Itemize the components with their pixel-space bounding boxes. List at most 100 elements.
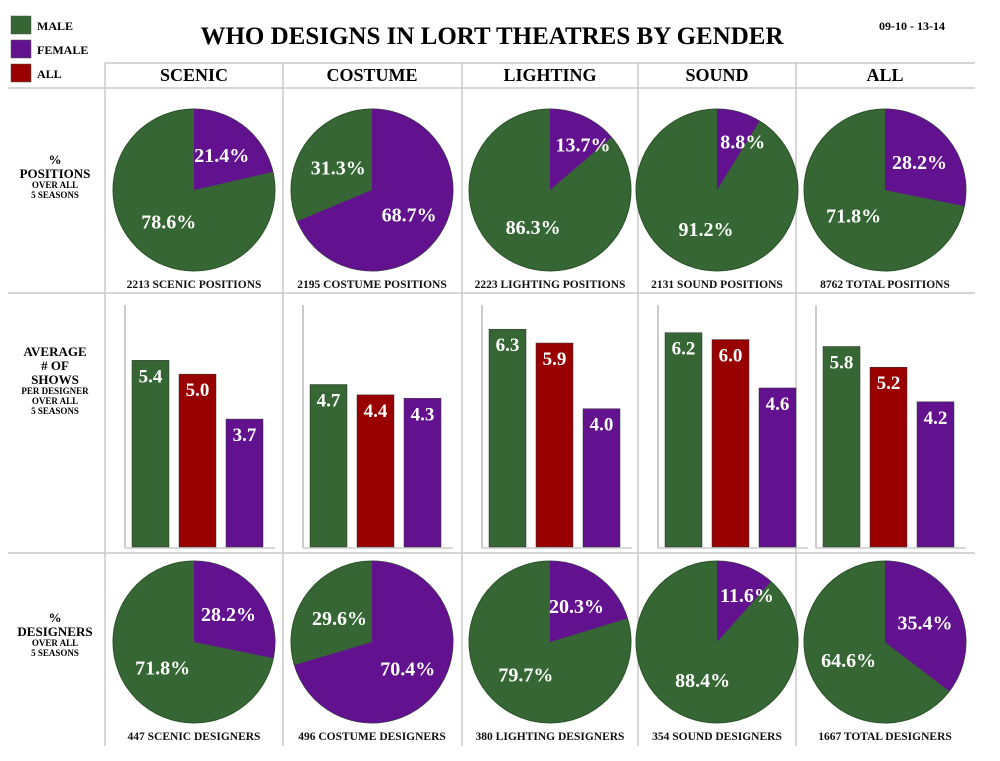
pie-slice-female: [885, 561, 966, 692]
pie-label-male: 86.3%: [506, 217, 561, 239]
column-header-costume: COSTUME: [326, 65, 417, 85]
row-label-line: SHOWS: [31, 372, 79, 387]
bar-male: [488, 328, 527, 548]
chart-title: WHO DESIGNS IN LORT THEATRES BY GENDER: [200, 23, 784, 50]
bar-group-scenic: 5.4 5.0 3.7: [124, 305, 275, 549]
pie-caption: 8762 TOTAL POSITIONS: [820, 279, 950, 291]
bar-all: [178, 373, 217, 548]
row-label-line: # OF: [41, 358, 69, 373]
bar-label: 4.2: [924, 408, 948, 429]
legend-swatch-all: [10, 63, 32, 83]
row-label-line: 5 SEASONS: [31, 190, 79, 200]
bar-label: 5.4: [139, 366, 163, 387]
pie-label-male: 64.6%: [821, 650, 876, 672]
pie-label-female: 28.2%: [892, 152, 947, 174]
pie-label-male: 78.6%: [141, 212, 196, 234]
legend: MALE FEMALE ALL: [10, 15, 88, 83]
row-label-line: OVER ALL: [32, 396, 78, 406]
bar-label: 3.7: [233, 425, 257, 446]
legend-swatch-male: [10, 15, 32, 35]
pie-slice-female: [194, 109, 273, 190]
pie-label-male: 71.8%: [135, 658, 190, 680]
bar-male: [822, 346, 861, 548]
pie-positions-all: 28.2% 71.8% 8762 TOTAL POSITIONS: [803, 108, 967, 291]
pie-slice-female: [194, 561, 275, 659]
date-range: 09-10 - 13-14: [879, 19, 945, 33]
pie-caption: 354 SOUND DESIGNERS: [652, 731, 782, 743]
bar-label: 4.6: [766, 394, 790, 415]
pie-label-male: 31.3%: [311, 158, 366, 180]
bar-label: 4.0: [590, 415, 614, 436]
pie-slice-female: [550, 561, 628, 642]
pie-slice-female: [885, 109, 966, 207]
bar-group-sound: 6.2 6.0 4.6: [657, 305, 808, 549]
pie-caption: 447 SCENIC DESIGNERS: [128, 731, 261, 743]
column-header-sound: SOUND: [685, 65, 748, 85]
legend-label: ALL: [37, 67, 62, 81]
pie-designers-sound: 11.6% 88.4% 354 SOUND DESIGNERS: [635, 560, 799, 743]
pie-caption: 496 COSTUME DESIGNERS: [298, 731, 446, 743]
bar-male: [664, 332, 703, 548]
pie-positions-sound: 8.8% 91.2% 2131 SOUND POSITIONS: [635, 108, 799, 291]
pie-designers-scenic: 28.2% 71.8% 447 SCENIC DESIGNERS: [112, 560, 276, 743]
pie-label-female: 35.4%: [897, 612, 952, 634]
bar-group-all: 5.8 5.2 4.2: [815, 305, 966, 549]
row-label-line: AVERAGE: [23, 344, 86, 359]
bar-group-lighting: 6.3 5.9 4.0: [481, 305, 632, 549]
bar-label: 5.0: [186, 380, 210, 401]
pie-caption: 2195 COSTUME POSITIONS: [297, 279, 447, 291]
row-label-line: OVER ALL: [32, 638, 78, 648]
bar-label: 5.2: [877, 373, 901, 394]
pie-label-female: 28.2%: [201, 604, 256, 626]
pie-label-female: 20.3%: [549, 596, 604, 618]
pie-positions-scenic: 21.4% 78.6% 2213 SCENIC POSITIONS: [112, 108, 276, 291]
pie-positions-costume: 68.7% 31.3% 2195 COSTUME POSITIONS: [290, 108, 454, 291]
bar-label: 6.0: [719, 346, 743, 367]
bar-label: 4.7: [317, 391, 341, 412]
bar-female: [403, 398, 442, 548]
row-label-line: 5 SEASONS: [31, 648, 79, 658]
column-headers: SCENIC COSTUME LIGHTING SOUND ALL: [160, 65, 904, 85]
bar-group-costume: 4.7 4.4 4.3: [302, 305, 453, 549]
bar-all: [711, 339, 750, 548]
bar-female: [916, 401, 955, 548]
pie-slice-female: [297, 109, 453, 271]
bar-male: [309, 384, 348, 548]
legend-label: FEMALE: [37, 43, 88, 57]
pie-caption: 2131 SOUND POSITIONS: [651, 279, 783, 291]
pie-slice-female: [717, 561, 771, 642]
row-label-line: 5 SEASONS: [31, 406, 79, 416]
row-label-line: PER DESIGNER: [21, 386, 89, 396]
bar-female: [758, 387, 797, 548]
pie-label-female: 8.8%: [720, 132, 765, 154]
bar-female: [582, 408, 621, 548]
bar-female: [225, 418, 264, 548]
legend-label: MALE: [37, 19, 73, 33]
chart-marks: 21.4% 78.6% 2213 SCENIC POSITIONS 68.7% 31.3…: [112, 108, 967, 743]
column-header-all: ALL: [866, 65, 903, 85]
bar-label: 4.3: [411, 404, 435, 425]
pie-slice-female: [717, 109, 760, 190]
pie-designers-all: 35.4% 64.6% 1667 TOTAL DESIGNERS: [803, 560, 967, 743]
pie-designers-costume: 70.4% 29.6% 496 COSTUME DESIGNERS: [290, 560, 454, 743]
row-label-line: POSITIONS: [20, 166, 91, 181]
pie-caption: 1667 TOTAL DESIGNERS: [818, 731, 952, 743]
row-label-line: DESIGNERS: [17, 624, 92, 639]
bar-label: 4.4: [364, 401, 388, 422]
pie-label-female: 68.7%: [382, 205, 437, 227]
pie-label-male: 88.4%: [675, 670, 730, 692]
bar-label: 6.2: [672, 339, 696, 360]
pie-label-female: 11.6%: [720, 585, 774, 607]
column-header-lighting: LIGHTING: [503, 65, 596, 85]
bar-label: 6.3: [496, 335, 520, 356]
pie-designers-lighting: 20.3% 79.7% 380 LIGHTING DESIGNERS: [468, 560, 632, 743]
pie-label-male: 29.6%: [312, 608, 367, 630]
bar-male: [131, 360, 170, 548]
pie-caption: 2213 SCENIC POSITIONS: [127, 279, 262, 291]
pie-label-female: 70.4%: [380, 659, 435, 681]
bar-all: [869, 366, 908, 548]
pie-label-male: 79.7%: [498, 665, 553, 687]
bar-all: [356, 394, 395, 548]
